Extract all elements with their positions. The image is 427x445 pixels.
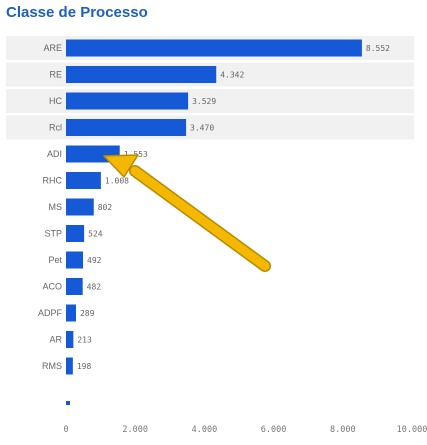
value-label: 289 [80,309,95,318]
category-label: ADI [47,149,62,159]
value-label: 482 [87,283,102,292]
category-label: RE [49,70,62,80]
value-label: 198 [77,362,92,371]
category-labels: ARE RE HC Rcl ADI RHC MS STP Pet ACO ADPF AR RMS [38,43,63,371]
category-label: ACO [42,282,62,292]
annotation-arrow [103,154,271,272]
bar[interactable] [66,119,187,136]
bar[interactable] [66,225,85,242]
bar[interactable] [66,92,189,110]
value-label: 3.470 [190,124,214,133]
category-label: RHC [43,176,63,186]
category-label: HC [49,96,62,106]
value-label: 524 [88,230,103,239]
bar[interactable] [66,251,84,269]
category-label: Pet [48,255,62,265]
category-label: STP [44,229,62,239]
x-axis-ticks: 0 2.000 4.000 6.000 8.000 10.000 [63,425,427,435]
value-label: 1.008 [105,177,129,186]
chart-title: Classe de Processo [6,4,148,21]
value-label: 802 [98,203,113,212]
bar[interactable] [66,198,94,216]
x-tick-label: 2.000 [122,425,148,435]
category-label: Rcl [49,123,62,133]
category-label: RMS [42,361,62,371]
value-label: 3.529 [192,97,216,106]
scroll-remainder-bar [66,401,70,405]
bar[interactable] [66,172,101,189]
x-tick-label: 8.000 [330,425,356,435]
value-label: 4.342 [220,71,244,80]
category-label: MS [49,202,63,212]
bar[interactable] [66,357,73,375]
value-label: 492 [87,256,102,265]
value-label: 8.552 [366,44,390,53]
value-label: 213 [77,336,92,345]
category-label: AR [49,335,62,345]
x-tick-label: 6.000 [261,425,287,435]
bar[interactable] [66,278,83,295]
bar[interactable] [66,331,74,348]
category-label: ADPF [38,308,63,318]
annotation-arrow-shaft-fill [130,166,270,271]
x-tick-label: 0 [63,425,68,435]
annotation-arrow-head [103,154,139,178]
bar[interactable] [66,304,76,322]
category-label: ARE [43,43,62,53]
bar[interactable] [66,66,217,83]
x-tick-label: 10.000 [397,425,427,435]
x-tick-label: 4.000 [192,425,218,435]
bar[interactable] [66,39,362,57]
